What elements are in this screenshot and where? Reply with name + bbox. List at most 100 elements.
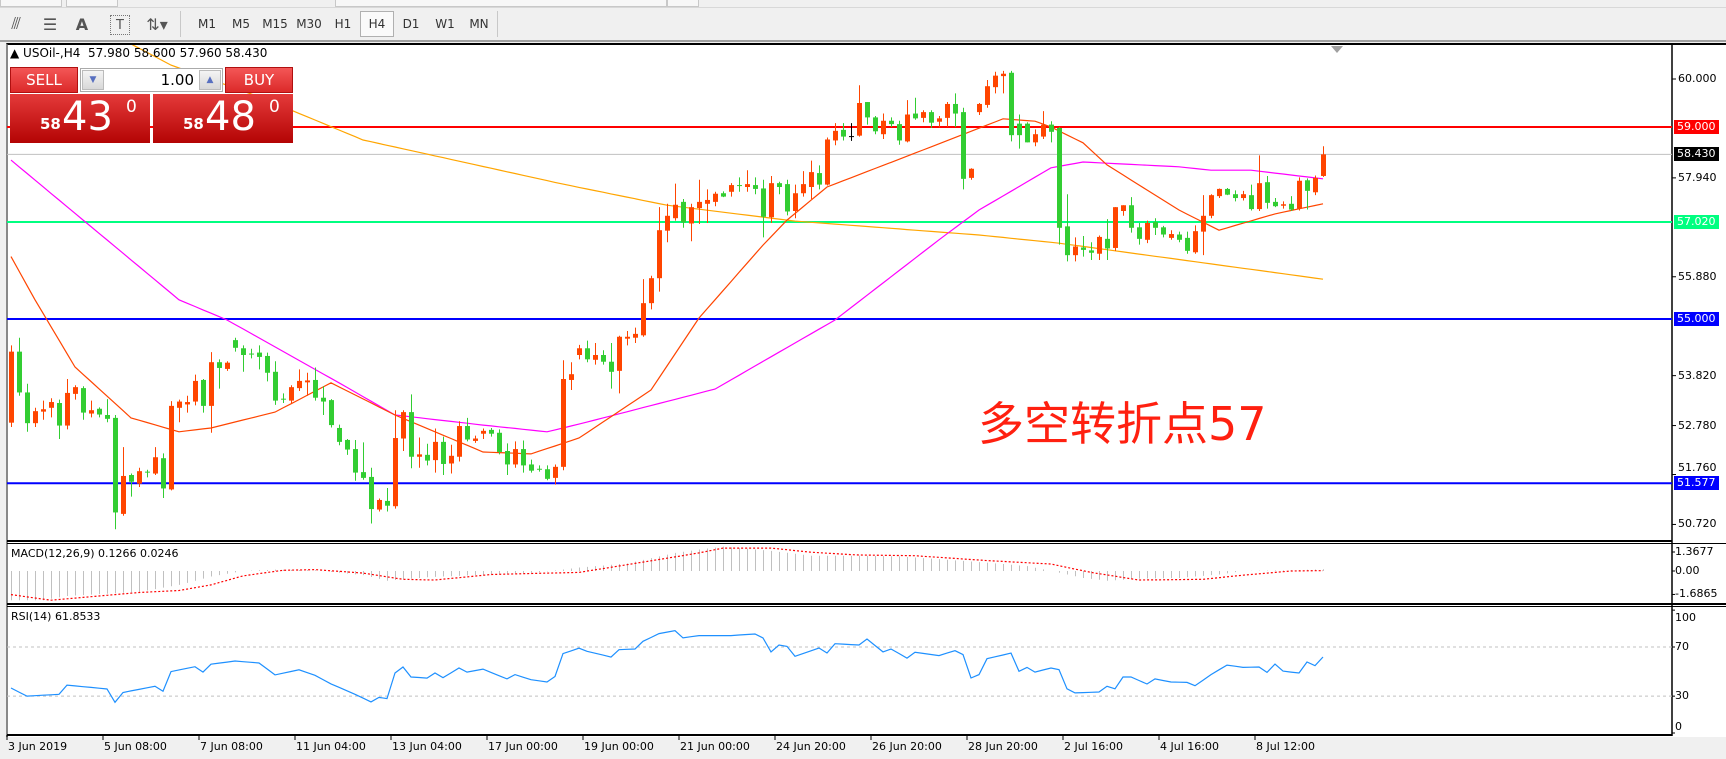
- candle-body: [1313, 177, 1318, 193]
- candle-body: [657, 230, 662, 279]
- candle: [1273, 198, 1278, 208]
- toolbar-separator: [180, 11, 181, 37]
- time-tick-label: 21 Jun 00:00: [680, 740, 750, 753]
- candle-body: [1097, 236, 1102, 254]
- candle-body: [1249, 195, 1254, 210]
- price-tick-label: 52.780: [1678, 418, 1717, 432]
- price-tick-label: 50.720: [1678, 517, 1717, 531]
- time-tick-label: 3 Jun 2019: [8, 740, 68, 753]
- candle-body: [913, 113, 918, 119]
- candle: [337, 424, 342, 446]
- candle: [1137, 223, 1142, 245]
- sell-button[interactable]: SELL: [10, 67, 78, 93]
- buy-price-fraction: 0: [269, 97, 280, 117]
- candle-body: [1185, 237, 1190, 251]
- candle-body: [1089, 250, 1094, 253]
- candle: [769, 175, 774, 223]
- candle-body: [865, 102, 870, 118]
- timeframe-mn[interactable]: MN: [469, 17, 489, 31]
- candle-body: [489, 429, 494, 434]
- sell-price-prefix: 58: [40, 115, 61, 133]
- candle-body: [25, 392, 30, 424]
- candle: [1001, 70, 1006, 94]
- price-tick-label: 57.940: [1678, 170, 1717, 184]
- timeframe-h1[interactable]: H1: [334, 17, 352, 31]
- timeframe-h4[interactable]: H4: [360, 11, 394, 37]
- candle: [1049, 121, 1054, 143]
- candle: [1177, 231, 1182, 243]
- candle-body: [649, 278, 654, 304]
- price-tick-label: 55.880: [1678, 269, 1717, 283]
- timeframe-m30[interactable]: M30: [296, 17, 322, 31]
- chart-annotation-text[interactable]: 多空转折点57: [978, 397, 1267, 451]
- candle-body: [1153, 222, 1158, 228]
- candle: [217, 359, 222, 389]
- decrease-lot-button[interactable]: ▼: [82, 70, 104, 90]
- toolbar-button[interactable]: [0, 0, 62, 7]
- rsi-tick-label: 70: [1675, 639, 1689, 653]
- candle-body: [1145, 223, 1150, 240]
- candle-body: [729, 185, 734, 192]
- time-tick-label: 8 Jul 12:00: [1256, 740, 1315, 753]
- candle: [297, 369, 302, 391]
- candle: [1097, 235, 1102, 260]
- candle: [713, 191, 718, 207]
- candle: [121, 447, 126, 516]
- candle-body: [305, 380, 310, 383]
- timeframe-group: M1 M5 M15 M30 H1 H4 D1 W1 MN: [190, 11, 496, 37]
- candle-body: [1225, 188, 1230, 195]
- timeframe-m5[interactable]: M5: [232, 17, 250, 31]
- fibonacci-fan-icon[interactable]: ⫻: [11, 14, 21, 33]
- candle-body: [185, 402, 190, 405]
- sell-price-button[interactable]: 58 43 0: [10, 94, 150, 143]
- text-icon[interactable]: A: [75, 14, 89, 34]
- buy-price-button[interactable]: 58 48 0: [153, 94, 293, 143]
- timeframe-d1[interactable]: D1: [402, 17, 420, 31]
- rsi-pane: [7, 630, 1672, 704]
- candle: [225, 361, 230, 371]
- price-level-tag: 59.000: [1674, 120, 1719, 134]
- buy-button[interactable]: BUY: [225, 67, 293, 93]
- candle-body: [97, 408, 102, 415]
- chart-shift-marker-icon[interactable]: [1331, 46, 1343, 53]
- candle-body: [177, 401, 182, 408]
- main-pane: [7, 45, 1672, 530]
- macd-tick-label: 1.3677: [1675, 544, 1714, 558]
- lot-size-input[interactable]: 1.00: [160, 71, 194, 89]
- candle: [601, 350, 606, 365]
- candle-body: [1001, 73, 1006, 77]
- price-tick-label: 60.000: [1678, 72, 1717, 85]
- candle-body: [897, 124, 902, 141]
- candle: [1281, 201, 1286, 209]
- timeframe-m1[interactable]: M1: [198, 17, 216, 31]
- candle: [705, 189, 710, 223]
- candle: [1289, 196, 1294, 211]
- candle-body: [705, 199, 710, 204]
- macd-tick-label: -1.6865: [1675, 587, 1718, 601]
- text-label-icon[interactable]: T: [110, 15, 130, 35]
- candle-body: [529, 464, 534, 471]
- candle-body: [513, 449, 518, 465]
- arrows-icon[interactable]: ⇅▾: [146, 14, 168, 34]
- candle: [209, 352, 214, 433]
- timeframe-w1[interactable]: W1: [435, 17, 455, 31]
- candle: [193, 374, 198, 406]
- candle: [641, 279, 646, 337]
- toolbar-button[interactable]: [667, 0, 699, 7]
- candle: [545, 465, 550, 481]
- increase-lot-button[interactable]: ▲: [199, 70, 221, 90]
- candle-body: [233, 340, 238, 348]
- lot-size-stepper[interactable]: ▼ 1.00 ▲: [80, 68, 223, 92]
- candle-body: [481, 430, 486, 434]
- fibonacci-lines-icon[interactable]: ☰: [42, 14, 58, 34]
- time-tick-label: 2 Jul 16:00: [1064, 740, 1123, 753]
- timeframe-m15[interactable]: M15: [262, 17, 288, 31]
- ohlc-values: 57.980 58.600 57.960 58.430: [88, 46, 268, 60]
- buy-price-pips: 48: [205, 94, 256, 140]
- collapse-triangle-icon[interactable]: ▲: [10, 46, 24, 60]
- toolbar-button[interactable]: [66, 0, 118, 7]
- toolbar-button[interactable]: [335, 0, 667, 7]
- candle: [889, 117, 894, 127]
- candle: [513, 441, 518, 468]
